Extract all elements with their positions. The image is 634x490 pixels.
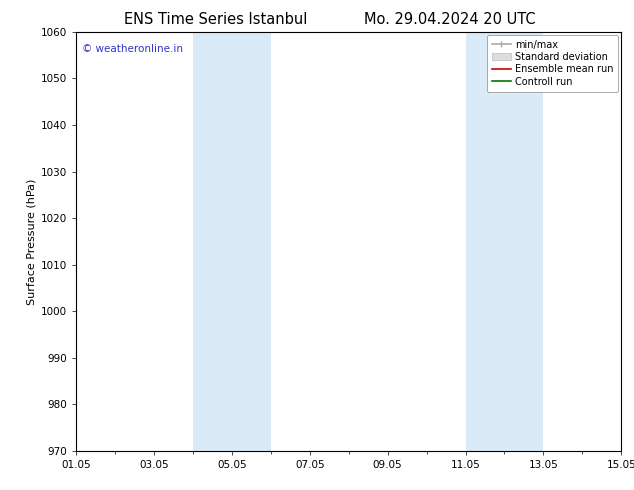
Text: ENS Time Series Istanbul: ENS Time Series Istanbul bbox=[124, 12, 307, 27]
Legend: min/max, Standard deviation, Ensemble mean run, Controll run: min/max, Standard deviation, Ensemble me… bbox=[487, 35, 618, 92]
Text: Mo. 29.04.2024 20 UTC: Mo. 29.04.2024 20 UTC bbox=[365, 12, 536, 27]
Bar bbox=[193, 32, 271, 451]
Y-axis label: Surface Pressure (hPa): Surface Pressure (hPa) bbox=[27, 178, 37, 304]
Bar bbox=[465, 32, 543, 451]
Text: © weatheronline.in: © weatheronline.in bbox=[82, 45, 183, 54]
